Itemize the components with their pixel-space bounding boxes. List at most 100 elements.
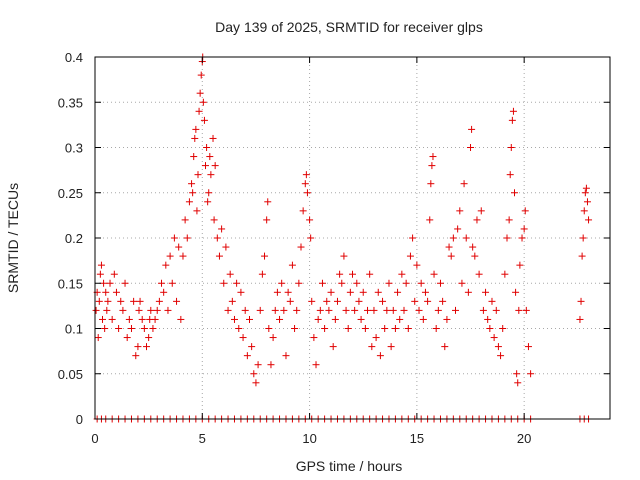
data-point-161: [391, 325, 399, 332]
data-point-209: [488, 297, 496, 305]
data-point-179: [428, 162, 436, 170]
data-point-49: [181, 216, 189, 224]
data-point-77: [218, 225, 226, 233]
data-point-29: [140, 325, 148, 332]
data-point-221: [509, 107, 517, 115]
data-point-229: [520, 225, 528, 233]
data-point-37: [155, 297, 163, 305]
data-point-143: [353, 279, 361, 287]
data-point-225: [514, 379, 522, 387]
data-point-234: [576, 315, 584, 323]
data-point-119: [303, 189, 311, 197]
data-point-105: [276, 315, 284, 323]
data-point-3: [95, 297, 103, 305]
data-point-78: [220, 279, 228, 287]
data-point-25: [134, 343, 142, 351]
data-point-90: [246, 315, 253, 323]
data-point-14: [110, 270, 118, 278]
data-point-110: [286, 297, 294, 305]
y-tick-label-4: 0.2: [65, 231, 83, 246]
data-point-58: [194, 171, 202, 179]
data-point-183: [434, 306, 442, 314]
data-point-66: [202, 162, 210, 170]
data-point-99: [264, 198, 272, 206]
data-point-175: [421, 288, 429, 296]
data-point-9: [102, 288, 110, 296]
data-point-152: [372, 334, 380, 342]
data-point-113: [293, 306, 301, 314]
data-point-219: [507, 144, 515, 151]
data-point-203: [475, 270, 483, 278]
data-point-237: [579, 234, 587, 242]
data-point-199: [468, 125, 476, 133]
data-point-122: [308, 297, 316, 305]
data-point-83: [230, 315, 238, 323]
data-point-167: [404, 325, 412, 332]
data-point-127: [318, 279, 326, 287]
data-point-198: [467, 144, 475, 151]
data-point-53: [189, 189, 197, 197]
data-point-70: [206, 153, 214, 161]
data-point-178: [427, 180, 435, 188]
x-tick-label-0: 0: [91, 431, 98, 446]
data-point-181: [430, 270, 438, 278]
data-point-85: [235, 325, 243, 332]
data-point-148: [364, 306, 372, 314]
data-point-57: [193, 207, 201, 215]
data-point-103: [271, 306, 279, 314]
data-point-147: [361, 325, 369, 332]
data-point-19: [121, 279, 129, 287]
data-point-197: [464, 288, 472, 296]
data-point-40: [162, 261, 170, 269]
data-point-149: [366, 270, 374, 278]
data-point-239: [581, 189, 589, 197]
data-point-138: [342, 306, 350, 314]
data-point-8: [101, 325, 109, 332]
x-tick-label-1: 5: [199, 431, 206, 446]
data-point-117: [301, 180, 309, 188]
y-tick-label-3: 0.15: [58, 276, 83, 291]
data-point-46: [175, 243, 183, 251]
data-point-96: [258, 270, 266, 278]
data-point-17: [117, 297, 125, 305]
data-point-124: [312, 361, 320, 369]
data-point-39: [160, 288, 168, 296]
data-point-114: [295, 279, 303, 287]
data-point-230: [521, 207, 529, 215]
data-point-41: [164, 306, 172, 314]
data-point-240: [582, 184, 590, 192]
data-point-28: [138, 315, 146, 323]
data-point-202: [473, 216, 481, 224]
data-point-180: [429, 153, 437, 161]
data-point-13: [108, 315, 116, 323]
data-point-135: [336, 270, 344, 278]
data-point-101: [267, 361, 275, 369]
data-point-212: [494, 343, 502, 351]
data-point-47: [177, 315, 185, 323]
x-axis-label: GPS time / hours: [296, 458, 403, 474]
data-point-174: [419, 315, 427, 323]
data-point-65: [200, 116, 208, 124]
data-point-118: [302, 171, 310, 179]
data-point-72: [209, 134, 217, 142]
data-point-76: [215, 252, 223, 260]
data-point-226: [515, 306, 523, 314]
data-point-173: [417, 279, 425, 287]
data-point-235: [577, 297, 585, 305]
data-point-184: [436, 279, 444, 287]
data-point-89: [243, 352, 251, 360]
data-point-52: [188, 180, 196, 188]
data-point-27: [136, 297, 144, 305]
data-point-208: [486, 325, 494, 332]
data-point-129: [323, 297, 331, 305]
chart-title: Day 139 of 2025, SRMTID for receiver glp…: [215, 19, 483, 35]
data-point-141: [349, 270, 356, 278]
data-point-12: [106, 279, 114, 287]
data-point-7: [100, 279, 108, 287]
data-point-20: [123, 334, 131, 342]
data-point-131: [327, 288, 335, 296]
data-point-231: [522, 306, 530, 314]
data-point-67: [203, 144, 211, 151]
data-point-170: [411, 297, 419, 305]
data-point-156: [381, 325, 389, 332]
